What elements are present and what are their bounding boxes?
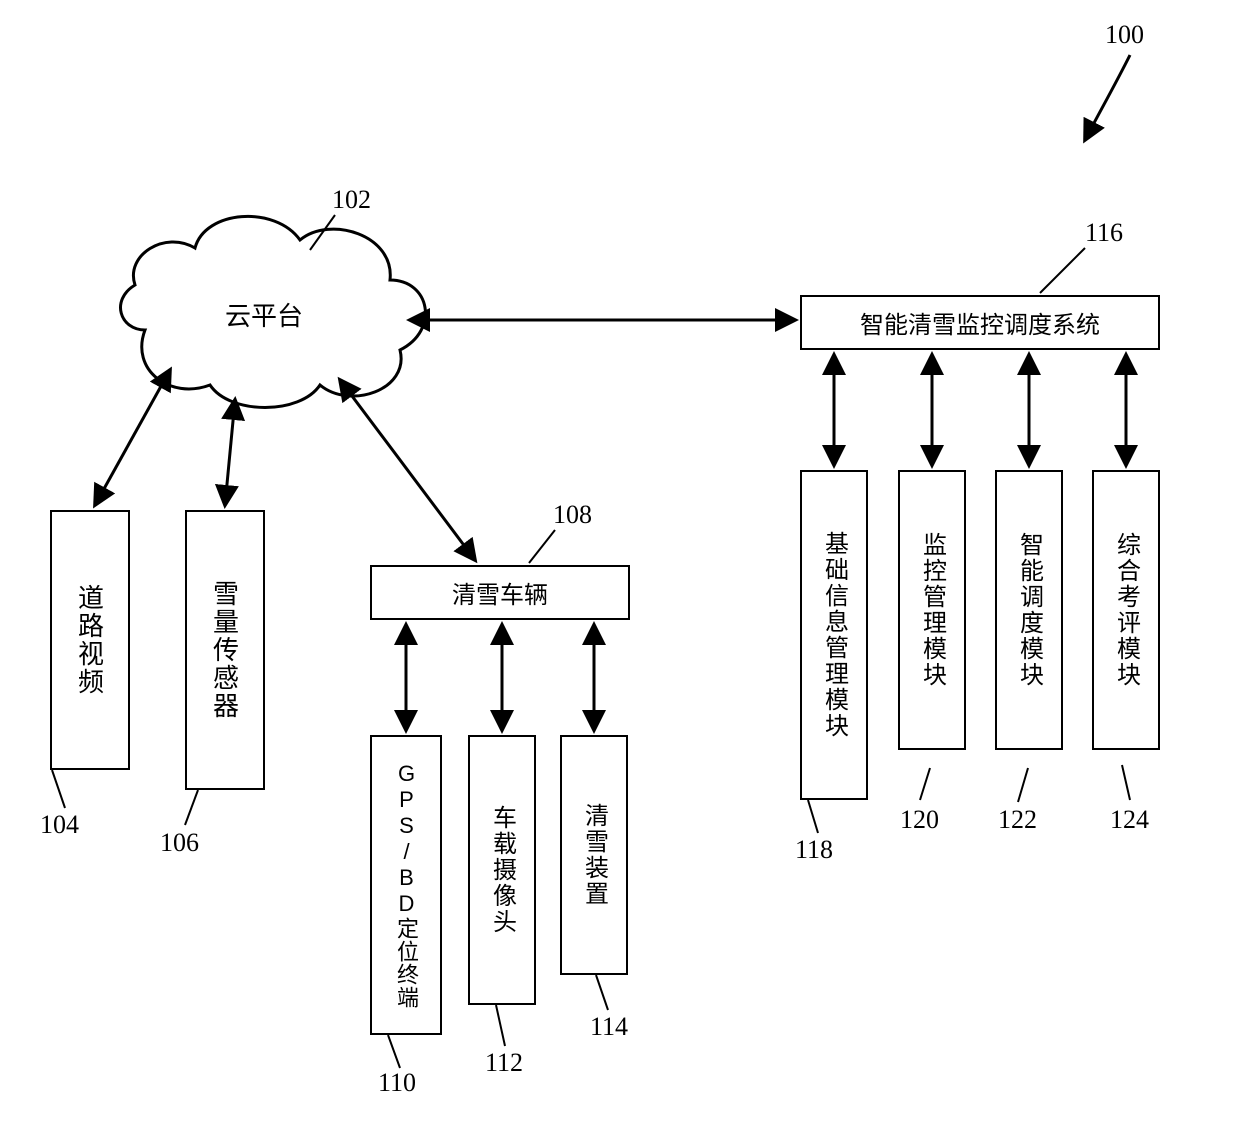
node-vehicle: 清雪车辆 bbox=[370, 565, 630, 620]
node-monitor: 监控管理模块 bbox=[898, 470, 966, 750]
dispatch-sys-text: 智能清雪监控调度系统 bbox=[860, 305, 1100, 340]
label-120: 120 bbox=[900, 805, 939, 835]
label-116: 116 bbox=[1085, 218, 1123, 248]
snow-sensor-text: 雪量传感器 bbox=[207, 580, 244, 720]
figref-arrow bbox=[1085, 55, 1130, 140]
label-114: 114 bbox=[590, 1012, 628, 1042]
eval-text: 综合考评模块 bbox=[1109, 532, 1144, 688]
gps-text: GPS/BD定位终端 bbox=[390, 761, 422, 1009]
label-124: 124 bbox=[1110, 805, 1149, 835]
camera-text: 车载摄像头 bbox=[485, 805, 520, 935]
node-snow-sensor: 雪量传感器 bbox=[185, 510, 265, 790]
vehicle-text: 清雪车辆 bbox=[452, 575, 548, 610]
node-camera: 车载摄像头 bbox=[468, 735, 536, 1005]
label-112: 112 bbox=[485, 1048, 523, 1078]
node-sched: 智能调度模块 bbox=[995, 470, 1063, 750]
cloud-label: 云平台 bbox=[225, 296, 303, 333]
label-104: 104 bbox=[40, 810, 79, 840]
road-video-text: 道路视频 bbox=[72, 584, 109, 696]
node-eval: 综合考评模块 bbox=[1092, 470, 1160, 750]
snow-device-text: 清雪装置 bbox=[577, 803, 612, 907]
monitor-text: 监控管理模块 bbox=[915, 532, 950, 688]
node-snow-device: 清雪装置 bbox=[560, 735, 628, 975]
label-102: 102 bbox=[332, 185, 371, 215]
sched-text: 智能调度模块 bbox=[1012, 532, 1047, 688]
label-122: 122 bbox=[998, 805, 1037, 835]
node-gps: GPS/BD定位终端 bbox=[370, 735, 442, 1035]
label-108: 108 bbox=[553, 500, 592, 530]
label-118: 118 bbox=[795, 835, 833, 865]
label-106: 106 bbox=[160, 828, 199, 858]
node-basic-info: 基础信息管理模块 bbox=[800, 470, 868, 800]
label-100: 100 bbox=[1105, 20, 1144, 50]
label-110: 110 bbox=[378, 1068, 416, 1098]
basic-info-text: 基础信息管理模块 bbox=[817, 531, 852, 739]
node-road-video: 道路视频 bbox=[50, 510, 130, 770]
node-dispatch-sys: 智能清雪监控调度系统 bbox=[800, 295, 1160, 350]
